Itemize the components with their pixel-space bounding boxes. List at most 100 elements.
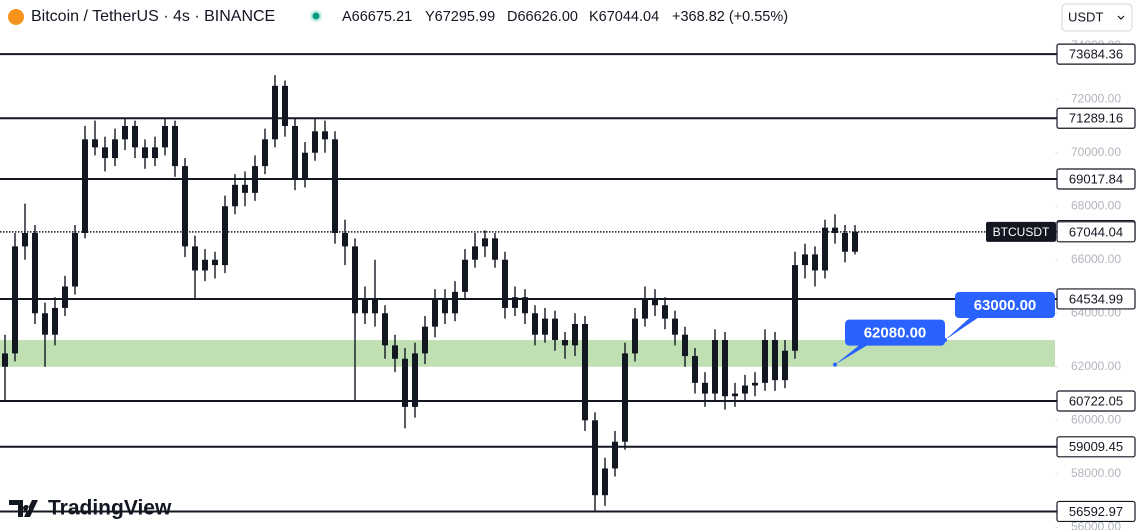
candle-body bbox=[262, 139, 268, 167]
candle-body bbox=[682, 334, 688, 357]
ohlc-low: D66626.00 bbox=[507, 9, 578, 25]
candle-body bbox=[632, 318, 638, 354]
candle-body bbox=[342, 233, 348, 247]
candle-body bbox=[642, 299, 648, 319]
level-box bbox=[1056, 168, 1136, 190]
candle-body bbox=[132, 125, 138, 148]
callout-box bbox=[845, 319, 945, 346]
level-box bbox=[1056, 500, 1136, 523]
last-price-box bbox=[1056, 221, 1136, 243]
candle-body bbox=[752, 382, 758, 386]
last-price-label: 67044.04 bbox=[1069, 224, 1123, 239]
candle-body bbox=[202, 259, 208, 271]
candle-body bbox=[62, 286, 68, 308]
candle-body bbox=[712, 340, 718, 394]
coin-icon bbox=[8, 9, 24, 25]
candle-body bbox=[392, 345, 398, 359]
candle-body bbox=[312, 131, 318, 153]
candle-body bbox=[272, 85, 278, 140]
level-box bbox=[1056, 390, 1136, 412]
candle-body bbox=[722, 340, 728, 397]
y-tick-label: 68000.00 bbox=[1071, 198, 1121, 212]
candle-body bbox=[142, 147, 148, 159]
level-label: 64534.99 bbox=[1069, 291, 1123, 306]
level-label: 56592.97 bbox=[1069, 504, 1123, 519]
candle-body bbox=[672, 318, 678, 335]
candle-body bbox=[172, 125, 178, 167]
level-label: 59009.45 bbox=[1069, 439, 1123, 454]
callout-pointer bbox=[835, 340, 875, 365]
level-box bbox=[1056, 43, 1136, 65]
y-tick-label: 70000.00 bbox=[1071, 145, 1121, 159]
candle-body bbox=[282, 85, 288, 126]
candle-body bbox=[512, 297, 518, 308]
level-box bbox=[1056, 436, 1136, 458]
candle-body bbox=[822, 227, 828, 271]
ohlc-close: K67044.04 bbox=[589, 9, 659, 25]
candle-body bbox=[492, 238, 498, 260]
candle-body bbox=[462, 259, 468, 292]
candle-body bbox=[542, 318, 548, 335]
candle-body bbox=[122, 125, 128, 140]
level-label: 73684.36 bbox=[1069, 47, 1123, 62]
candle-body bbox=[472, 246, 478, 260]
candle-body bbox=[322, 131, 328, 140]
candle-body bbox=[332, 139, 338, 233]
candle-body bbox=[622, 353, 628, 442]
candle-body bbox=[582, 323, 588, 421]
candle-body bbox=[292, 125, 298, 180]
y-tick-label: 56000.00 bbox=[1071, 519, 1121, 530]
candle-body bbox=[212, 259, 218, 266]
candle-body bbox=[192, 246, 198, 271]
candle-body bbox=[162, 125, 168, 148]
candle-body bbox=[402, 358, 408, 407]
candle-body bbox=[612, 441, 618, 469]
ohlc-high: Y67295.99 bbox=[425, 9, 495, 25]
symbol-title: Bitcoin / TetherUS · 4s · BINANCE bbox=[31, 8, 275, 25]
candle-body bbox=[112, 139, 118, 159]
candle-body bbox=[232, 184, 238, 207]
callout-anchor bbox=[943, 338, 947, 343]
candle-body bbox=[52, 307, 58, 335]
y-tick-label: 66000.00 bbox=[1071, 252, 1121, 266]
candle-body bbox=[782, 350, 788, 381]
candle-body bbox=[452, 291, 458, 314]
candle-body bbox=[812, 254, 818, 271]
candle-body bbox=[772, 340, 778, 381]
callout-pointer bbox=[945, 313, 985, 341]
ohlc-open: A66675.21 bbox=[342, 9, 412, 25]
candle-body bbox=[662, 305, 668, 319]
candle-body bbox=[442, 299, 448, 314]
candle-body bbox=[152, 147, 158, 159]
level-label: 60722.05 bbox=[1069, 393, 1123, 408]
candle-body bbox=[72, 233, 78, 287]
last-price-tag: BTCUSDT bbox=[993, 225, 1050, 239]
candle-body bbox=[802, 254, 808, 266]
candle-body bbox=[842, 233, 848, 252]
dropdown-arrow[interactable] bbox=[1117, 15, 1125, 20]
candle-body bbox=[82, 139, 88, 233]
candle-body bbox=[352, 246, 358, 314]
candle-body bbox=[422, 326, 428, 354]
candle-body bbox=[2, 353, 8, 367]
candle-body bbox=[382, 313, 388, 346]
candle-body bbox=[552, 318, 558, 341]
candle-body bbox=[412, 353, 418, 407]
candle-body bbox=[572, 323, 578, 346]
plot-area: 56000.0058000.0060000.0062000.0064000.00… bbox=[0, 38, 1136, 530]
currency-select[interactable] bbox=[1061, 3, 1133, 32]
candle-body bbox=[702, 382, 708, 394]
last-price-tag-box bbox=[986, 221, 1056, 242]
change: +368.82 (+0.55%) bbox=[672, 9, 788, 25]
candle-body bbox=[832, 227, 838, 233]
currency-label[interactable]: USDT bbox=[1068, 9, 1103, 24]
callout-box bbox=[955, 292, 1055, 319]
candle-body bbox=[742, 385, 748, 394]
candle-body bbox=[532, 313, 538, 335]
candle-body bbox=[302, 152, 308, 180]
candle-body bbox=[522, 297, 528, 314]
candle-body bbox=[502, 259, 508, 308]
candle-body bbox=[242, 184, 248, 193]
